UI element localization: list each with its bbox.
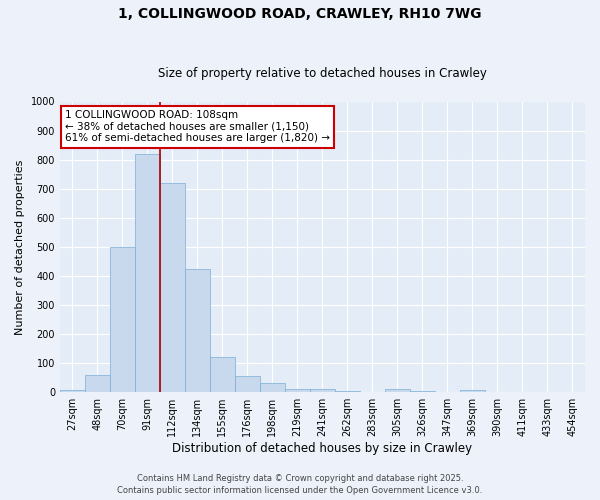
Text: 1 COLLINGWOOD ROAD: 108sqm
← 38% of detached houses are smaller (1,150)
61% of s: 1 COLLINGWOOD ROAD: 108sqm ← 38% of deta… bbox=[65, 110, 330, 144]
Bar bbox=[160, 183, 185, 392]
Bar bbox=[85, 376, 110, 392]
Y-axis label: Number of detached properties: Number of detached properties bbox=[15, 159, 25, 334]
Bar bbox=[185, 268, 210, 392]
Bar bbox=[310, 388, 335, 392]
Bar bbox=[335, 391, 360, 392]
Bar bbox=[410, 391, 435, 392]
Text: Contains HM Land Registry data © Crown copyright and database right 2025.
Contai: Contains HM Land Registry data © Crown c… bbox=[118, 474, 482, 495]
Bar bbox=[60, 390, 85, 392]
Bar bbox=[135, 154, 160, 392]
Bar bbox=[210, 358, 235, 392]
Bar bbox=[285, 388, 310, 392]
Bar bbox=[110, 247, 135, 392]
Bar bbox=[385, 390, 410, 392]
Bar bbox=[235, 376, 260, 392]
Bar bbox=[460, 390, 485, 392]
Title: Size of property relative to detached houses in Crawley: Size of property relative to detached ho… bbox=[158, 66, 487, 80]
X-axis label: Distribution of detached houses by size in Crawley: Distribution of detached houses by size … bbox=[172, 442, 473, 455]
Text: 1, COLLINGWOOD ROAD, CRAWLEY, RH10 7WG: 1, COLLINGWOOD ROAD, CRAWLEY, RH10 7WG bbox=[118, 8, 482, 22]
Bar bbox=[260, 382, 285, 392]
